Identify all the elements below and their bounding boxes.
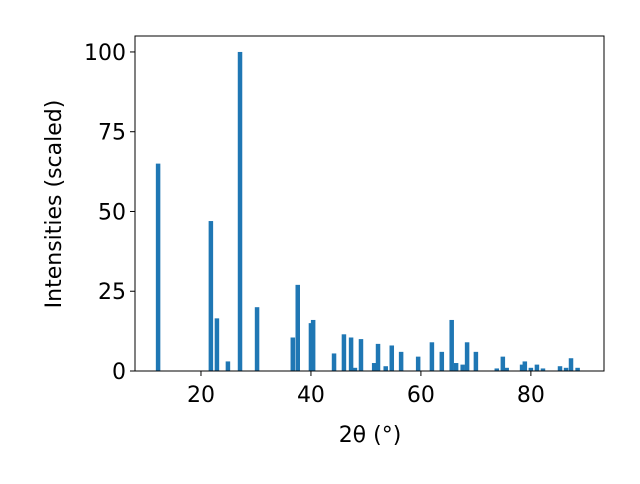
- y-tick-label: 50: [98, 200, 126, 225]
- bar: [439, 351, 445, 371]
- bar: [519, 364, 525, 371]
- bar: [494, 368, 500, 371]
- bar: [460, 364, 465, 371]
- y-tick-label: 0: [112, 360, 126, 385]
- bar: [383, 366, 388, 371]
- bar: [575, 367, 580, 371]
- bar: [331, 353, 337, 371]
- x-tick-label: 60: [407, 383, 435, 408]
- bar: [389, 345, 395, 371]
- x-tick-label: 20: [187, 383, 215, 408]
- bar: [341, 334, 347, 371]
- bar: [500, 356, 506, 371]
- bar: [371, 363, 377, 371]
- bar: [295, 284, 300, 371]
- bar: [398, 351, 404, 371]
- bar: [568, 358, 574, 371]
- x-tick-label: 40: [297, 383, 325, 408]
- bar: [453, 363, 459, 371]
- bar: [557, 366, 563, 371]
- bar: [358, 339, 364, 371]
- bar: [225, 361, 231, 371]
- bar: [348, 337, 354, 371]
- bar: [528, 367, 534, 371]
- bar: [429, 342, 435, 371]
- x-axis-label: 2θ (°): [339, 423, 402, 448]
- bar: [534, 364, 540, 371]
- bar: [504, 367, 509, 371]
- bar: [522, 361, 528, 371]
- bar: [415, 356, 421, 371]
- x-tick-label: 80: [517, 383, 545, 408]
- bar: [352, 367, 358, 371]
- y-tick-label: 100: [84, 41, 126, 66]
- y-axis-label: Intensities (scaled): [42, 100, 67, 309]
- bar: [449, 319, 454, 371]
- bar: [464, 342, 470, 371]
- y-tick-label: 75: [98, 121, 126, 146]
- bar: [473, 351, 479, 371]
- plot-frame: [134, 35, 605, 372]
- bar: [254, 307, 260, 371]
- bar: [375, 343, 381, 371]
- bar: [155, 163, 161, 371]
- y-tick-label: 25: [98, 280, 126, 305]
- bar: [540, 368, 546, 371]
- bar: [208, 221, 214, 371]
- bar: [214, 318, 220, 371]
- bar: [290, 337, 296, 371]
- bar: [237, 51, 243, 371]
- bar: [310, 319, 316, 371]
- bar: [563, 367, 569, 371]
